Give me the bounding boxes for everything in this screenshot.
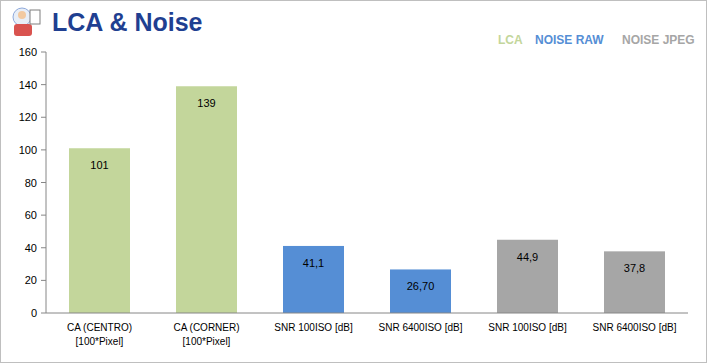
legend-entry: LCA xyxy=(498,33,523,47)
icon-part xyxy=(30,10,40,24)
x-tick-label: SNR 100ISO [dB] xyxy=(488,322,567,333)
x-tick-label: SNR 6400ISO [dB] xyxy=(593,322,677,333)
chart-frame xyxy=(1,1,707,363)
y-tick-label: 0 xyxy=(31,307,37,319)
y-tick xyxy=(41,149,46,150)
x-axis xyxy=(46,313,688,314)
y-axis xyxy=(46,52,47,313)
y-tick xyxy=(41,52,46,53)
bar xyxy=(497,240,558,313)
y-tick xyxy=(41,280,46,281)
y-tick-label: 80 xyxy=(25,177,37,189)
x-tick-label-line: SNR 6400ISO [dB] xyxy=(379,322,463,333)
y-tick xyxy=(41,215,46,216)
data-label: 139 xyxy=(197,97,215,109)
bar xyxy=(604,251,665,313)
y-tick xyxy=(41,247,46,248)
data-label: 101 xyxy=(90,159,108,171)
x-tick-label-line: [100*Pixel] xyxy=(76,336,124,347)
x-tick-label-line: CA (CORNER) xyxy=(173,322,239,333)
y-tick-label: 160 xyxy=(19,46,37,58)
y-tick xyxy=(41,182,46,183)
title-icon xyxy=(13,8,40,36)
bars xyxy=(69,86,665,313)
x-tick-label: SNR 6400ISO [dB] xyxy=(379,322,463,333)
y-tick-label: 60 xyxy=(25,209,37,221)
y-tick-label: 120 xyxy=(19,111,37,123)
x-tick-label: CA (CORNER) [100*Pixel] xyxy=(173,322,239,347)
y-tick-label: 20 xyxy=(25,274,37,286)
data-label: 41,1 xyxy=(303,257,324,269)
data-label: 26,70 xyxy=(407,280,435,292)
y-tick xyxy=(41,117,46,118)
legend: LCA NOISE RAW NOISE JPEG xyxy=(498,33,695,47)
x-tick-label: CA (CENTRO) [100*Pixel] xyxy=(67,322,132,347)
data-label: 37,8 xyxy=(624,262,645,274)
x-tick-label: SNR 100ISO [dB] xyxy=(274,322,353,333)
x-tick-label-line: SNR 100ISO [dB] xyxy=(488,322,567,333)
chart: LCA & Noise LCA NOISE RAW NOISE JPEG 0 20 40 60… xyxy=(0,0,707,363)
data-labels: 101 139 41,1 26,70 44,9 37,8 xyxy=(90,97,645,292)
y-tick-label: 140 xyxy=(19,79,37,91)
icon-part xyxy=(14,24,32,36)
y-tick-label: 100 xyxy=(19,144,37,156)
bar xyxy=(69,148,130,313)
bar xyxy=(390,269,451,313)
icon-part xyxy=(13,8,31,26)
y-tick xyxy=(41,84,46,85)
title: LCA & Noise xyxy=(52,8,203,36)
legend-entry: NOISE JPEG xyxy=(622,33,695,47)
y-tick xyxy=(41,313,46,314)
x-tick-label-line: SNR 100ISO [dB] xyxy=(274,322,353,333)
x-tick-label-line: [100*Pixel] xyxy=(183,336,231,347)
legend-entry: NOISE RAW xyxy=(535,33,604,47)
bar xyxy=(176,86,237,313)
y-tick-label: 40 xyxy=(25,242,37,254)
data-label: 44,9 xyxy=(517,251,538,263)
bar xyxy=(283,246,344,313)
x-tick-label-line: CA (CENTRO) xyxy=(67,322,132,333)
x-tick-label-line: SNR 6400ISO [dB] xyxy=(593,322,677,333)
icon-part xyxy=(18,11,26,19)
